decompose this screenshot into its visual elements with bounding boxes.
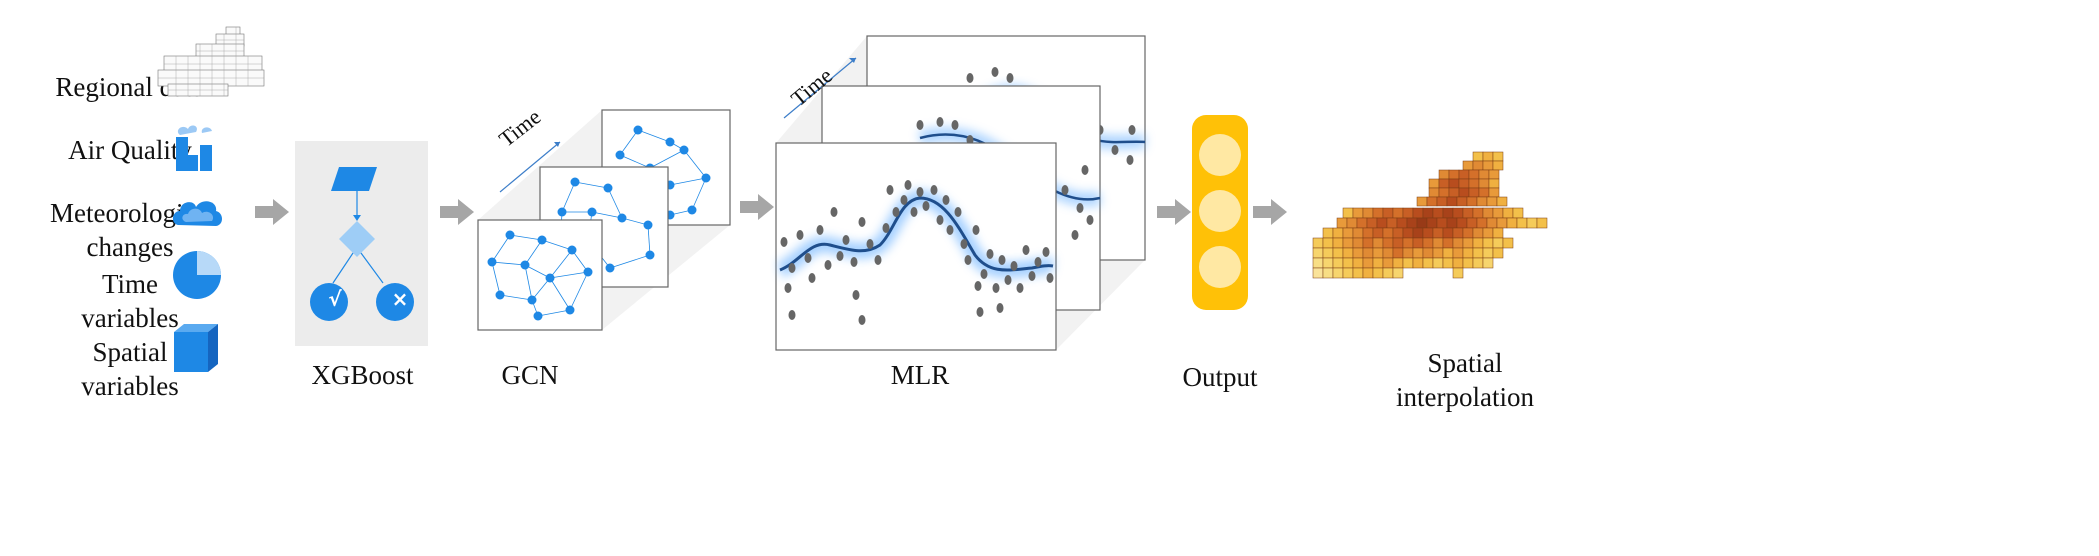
no-node bbox=[376, 283, 414, 321]
flow-arrow-3 bbox=[740, 194, 774, 220]
flow-arrow-4 bbox=[1157, 199, 1191, 225]
gcn-diagram bbox=[477, 109, 731, 331]
yes-symbol: √ bbox=[328, 287, 342, 311]
interpolation-label: Spatial interpolation bbox=[1396, 348, 1534, 412]
input-label-air-quality: Air Quality bbox=[68, 135, 192, 165]
gcn-label: GCN bbox=[501, 360, 559, 390]
interpolation-heatmap bbox=[1312, 151, 1548, 279]
decision-diamond bbox=[339, 221, 375, 257]
flow-arrow-2 bbox=[440, 199, 474, 225]
no-symbol: × bbox=[391, 287, 409, 311]
start-parallelogram bbox=[331, 167, 377, 191]
factory-icon bbox=[176, 125, 212, 171]
pie-clock-icon bbox=[173, 251, 221, 299]
mlr-frame-front bbox=[775, 142, 1057, 351]
input-label-spatial-variables: Spatial variables bbox=[81, 337, 179, 401]
flow-arrow-1 bbox=[255, 199, 289, 225]
output-node bbox=[1199, 190, 1241, 232]
output-node bbox=[1199, 134, 1241, 176]
output-layer bbox=[1192, 115, 1248, 310]
mlr-label: MLR bbox=[890, 360, 950, 390]
regional-map-icon bbox=[157, 26, 265, 97]
cube-icon bbox=[174, 324, 218, 372]
gcn-frame-front bbox=[477, 219, 603, 331]
decision-tree-diagram bbox=[310, 167, 414, 321]
mlr-diagram bbox=[775, 35, 1146, 351]
yes-node bbox=[310, 283, 348, 321]
cloud-icon bbox=[172, 201, 222, 226]
output-node bbox=[1199, 246, 1241, 288]
output-label: Output bbox=[1182, 362, 1258, 392]
xgboost-label: XGBoost bbox=[311, 360, 414, 390]
flow-arrow-5 bbox=[1253, 199, 1287, 225]
input-label-time-variables: Time variables bbox=[81, 269, 179, 333]
